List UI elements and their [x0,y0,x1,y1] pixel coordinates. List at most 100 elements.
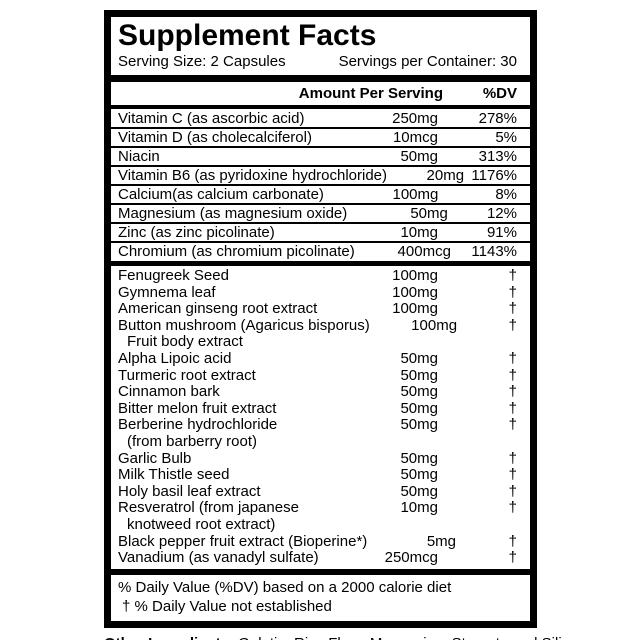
footnotes: % Daily Value (%DV) based on a 2000 calo… [111,577,530,617]
divider-section [111,261,530,266]
ingredient-amount: 50mg [400,366,438,384]
ingredient-amount: 50mg [400,399,438,417]
footnote-dagger: † % Daily Value not established [122,597,332,615]
ingredient-row: Vanadium (as vanadyl sulfate) 250mcg † [111,549,530,567]
ingredient-amount: 400mcg [397,242,451,260]
ingredient-amount: 100mg [392,283,438,301]
ingredient-name: Berberine hydrochloride [118,416,278,434]
ingredient-amount: 50mg [400,466,438,484]
ingredient-row: Milk Thistle seed 50mg † [111,467,530,484]
other-ingredients-line: Other Ingredients: Gelatin, Rice Flour, … [104,635,578,640]
ingredient-row: Fenugreek Seed 100mg † [111,267,530,285]
ingredient-name: Gymnema leaf [118,283,216,301]
ingredient-amount: 20mg [426,166,465,184]
ingredient-row: Bitter melon fruit extract 50mg † [111,399,530,418]
ingredient-row: Vitamin C (as ascorbic acid) 250mg 278% [111,110,530,129]
ingredient-name: Vitamin D (as cholecalciferol) [118,128,312,146]
ingredient-name: Holy basil leaf extract [118,482,261,500]
vitamins-section: Vitamin C (as ascorbic acid) 250mg 278% Vit… [111,110,530,260]
ingredient-amount: 50mg [400,349,438,367]
ingredient-name: Vitamin C (as ascorbic acid) [118,109,305,127]
header-spacer [118,85,299,103]
ingredient-name: Magnesium (as magnesium oxide) [118,204,348,222]
ingredient-amount: 100mg [392,300,438,318]
ingredient-name: Alpha Lipoic acid [118,349,232,367]
ingredient-name: Fenugreek Seed [118,267,229,284]
ingredient-name: Bitter melon fruit extract [118,399,277,417]
ingredient-name-continued: Fruit body extract [127,333,243,351]
ingredient-row: Berberine hydrochloride 50mg † (from barber… [111,417,530,450]
ingredient-amount: 50mg [410,204,448,222]
ingredient-dv: † [508,399,517,417]
ingredient-dv: † [508,466,517,484]
ingredient-dv: † [508,316,517,334]
ingredient-name: Resveratrol (from japanese [118,499,299,517]
ingredient-amount: 50mg [400,416,438,434]
ingredient-name: Niacin [118,147,160,165]
ingredient-name: Zinc (as zinc picolinate) [118,223,275,241]
ingredient-amount: 50mg [400,449,438,467]
ingredient-row: Gymnema leaf 100mg † [111,283,530,302]
ingredient-name: Milk Thistle seed [118,466,230,484]
ingredient-amount: 250mg [392,109,438,127]
ingredient-amount: 10mg [400,223,438,241]
divider-under-header [111,105,530,109]
ingredient-name: Turmeric root extract [118,366,256,384]
ingredient-dv: † [508,549,517,567]
ingredient-amount: 100mg [411,316,458,334]
ingredient-row: Chromium (as chromium picolinate) 400mcg 1… [111,243,530,260]
ingredient-name: Cinnamon bark [118,383,220,401]
ingredient-row: Magnesium (as magnesium oxide) 50mg 12% [111,205,530,224]
ingredient-name: Calcium(as calcium carbonate) [118,185,324,203]
ingredient-dv: 313% [478,147,517,165]
ingredient-dv: 5% [495,128,517,146]
ingredient-dv: 8% [495,185,517,203]
column-header-row: Amount Per Serving %DV [111,84,530,104]
supplement-facts-panel: Supplement Facts Serving Size: 2 Capsule… [104,10,537,628]
ingredient-dv: 12% [486,204,517,222]
ingredient-name: Vitamin B6 (as pyridoxine hydrochloride) [118,166,388,184]
ingredient-amount: 5mg [426,532,457,550]
ingredient-dv: † [508,283,517,301]
ingredient-name: Black pepper fruit extract (Bioperine*) [118,532,368,550]
serving-row: Serving Size: 2 Capsules Servings per Co… [111,52,530,73]
ingredient-dv: 278% [478,109,517,127]
ingredient-amount: 10mcg [392,128,438,146]
divider-thick-top [111,75,530,82]
ingredient-dv: 1176% [471,166,517,184]
ingredient-name-continued: knotweed root extract) [127,515,276,533]
ingredient-dv: † [508,349,517,367]
ingredient-name-continued: (from barberry root) [127,432,258,450]
ingredient-name: Button mushroom (Agaricus bisporus) [118,316,370,334]
ingredient-row: Vitamin B6 (as pyridoxine hydrochloride)… [111,167,530,186]
ingredient-row: Zinc (as zinc picolinate) 10mg 91% [111,224,530,243]
ingredient-dv: † [508,532,517,550]
other-ingredients-label: Other Ingredients: [104,635,234,640]
ingredient-amount: 50mg [400,482,438,500]
ingredient-dv: 1143% [471,242,517,260]
ingredient-row: Niacin 50mg 313% [111,148,530,167]
panel-title: Supplement Facts [118,19,377,52]
ingredient-row: Resveratrol (from japanese 10mg † knotweed … [111,500,530,533]
ingredient-name: Garlic Bulb [118,449,192,467]
servings-per-container: Servings per Container: 30 [338,53,517,70]
ingredient-row: Garlic Bulb 50mg † [111,449,530,468]
ingredient-name: Chromium (as chromium picolinate) [118,242,355,260]
dv-header: %DV [482,85,517,102]
ingredient-row: Alpha Lipoic acid 50mg † [111,349,530,368]
ingredient-row: Holy basil leaf extract 50mg † [111,482,530,501]
ingredient-dv: † [508,300,517,318]
ingredient-dv: † [508,267,517,284]
ingredient-amount: 50mg [400,147,438,165]
other-ingredients-text: Gelatin, Rice Flour, Magnesium Stearate … [234,635,577,640]
ingredient-row: Turmeric root extract 50mg † [111,366,530,385]
ingredient-dv: 91% [486,223,517,241]
amount-per-serving-header: Amount Per Serving [298,85,443,102]
ingredient-amount: 100mg [392,185,439,203]
ingredient-row: Vitamin D (as cholecalciferol) 10mcg 5% [111,129,530,148]
footnote-dv-basis: % Daily Value (%DV) based on a 2000 calo… [118,578,452,596]
serving-size: Serving Size: 2 Capsules [118,53,286,70]
ingredient-row: Button mushroom (Agaricus bisporus) 100mg… [111,316,530,351]
ingredient-row: Calcium(as calcium carbonate) 100mg 8% [111,186,530,205]
